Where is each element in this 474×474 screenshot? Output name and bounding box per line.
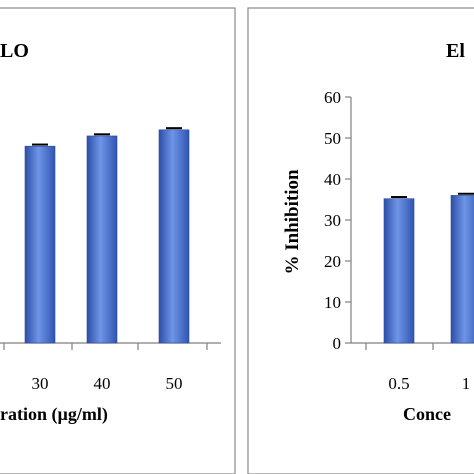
right-y-tick-label-6: 60 — [324, 88, 341, 107]
right-x-ticks — [365, 343, 434, 350]
right-y-tick-label-3: 30 — [324, 211, 341, 230]
left-x-tick-label-0: 30 — [32, 374, 49, 393]
left-x-tick-label-2: 50 — [166, 374, 183, 393]
right-x-tick-labels: 0.5 1 — [388, 374, 470, 393]
right-x-axis-label: Conce — [403, 404, 451, 424]
right-y-tick-label-0: 0 — [333, 334, 342, 353]
left-bar-1 — [86, 135, 118, 344]
left-x-tick-label-1: 40 — [94, 374, 111, 393]
right-y-axis-label: % Inhibition — [282, 169, 303, 275]
right-y-tick-label-2: 20 — [324, 252, 341, 271]
right-bar-1 — [450, 195, 474, 344]
right-x-tick-label-0: 0.5 — [388, 374, 409, 393]
right-y-tick-label-1: 10 — [324, 293, 341, 312]
left-bar-0 — [24, 145, 56, 344]
right-y-ticks: 0 10 20 30 40 50 60 — [324, 88, 351, 353]
right-chart-title: El — [446, 40, 465, 62]
right-x-tick-label-1: 1 — [462, 374, 471, 393]
right-y-tick-label-4: 40 — [324, 170, 341, 189]
left-chart-title: LO — [0, 40, 29, 62]
right-bar-0 — [383, 198, 415, 344]
left-bars — [24, 127, 190, 344]
right-bars — [383, 192, 474, 344]
left-x-ticks — [3, 343, 208, 350]
left-panel-frame — [0, 7, 236, 474]
left-x-axis-label: ration (µg/ml) — [0, 404, 108, 425]
right-panel-frame — [247, 7, 474, 474]
right-y-tick-label-5: 50 — [324, 129, 341, 148]
left-x-tick-labels: 30 40 50 — [32, 374, 183, 393]
left-bar-2 — [158, 129, 190, 344]
